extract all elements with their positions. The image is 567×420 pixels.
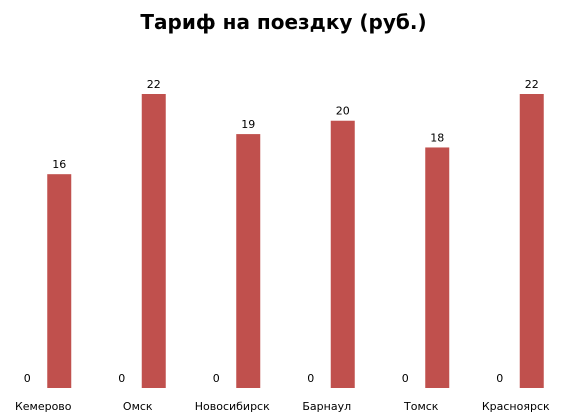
data-label-series2-3: 20 (336, 105, 350, 118)
category-label-5: Красноярск (482, 400, 550, 413)
category-label-2: Новосибирск (195, 400, 270, 413)
data-label-series2-4: 18 (430, 131, 444, 144)
bar-4 (425, 147, 450, 388)
data-label-series1-5: 0 (496, 372, 503, 385)
data-label-series2-5: 22 (525, 78, 539, 91)
category-label-3: Барнаул (302, 400, 351, 413)
data-label-series1-2: 0 (213, 372, 220, 385)
data-label-series2-2: 19 (241, 118, 255, 131)
bar-5 (519, 94, 544, 388)
data-label-series1-1: 0 (118, 372, 125, 385)
data-label-series1-0: 0 (24, 372, 31, 385)
data-label-series1-4: 0 (402, 372, 409, 385)
category-label-4: Томск (403, 400, 439, 413)
category-label-0: Кемерово (15, 400, 72, 413)
bar-3 (330, 120, 355, 389)
bar-1 (141, 94, 166, 388)
category-label-1: Омск (123, 400, 153, 413)
chart-title: Тариф на поездку (руб.) (140, 10, 427, 34)
data-label-series1-3: 0 (307, 372, 314, 385)
data-label-series2-1: 22 (147, 78, 161, 91)
bar-2 (236, 134, 261, 388)
bar-0 (47, 174, 72, 388)
data-label-series2-0: 16 (52, 158, 66, 171)
